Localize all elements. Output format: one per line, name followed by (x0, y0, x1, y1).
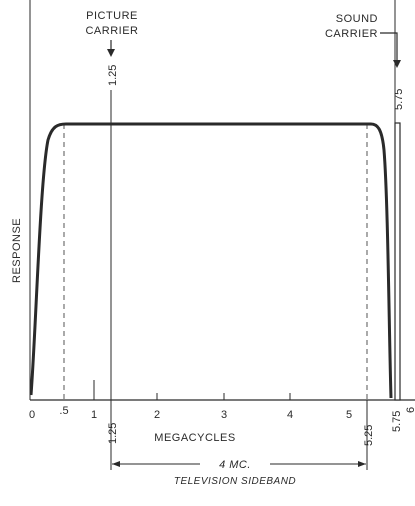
tick-label-half: .5 (59, 405, 68, 417)
sound-marker-bottom: 5.75 (391, 411, 403, 432)
tick-label-3: 3 (221, 409, 227, 421)
sound-carrier-arrow-head (393, 60, 401, 68)
tick-label-4: 4 (287, 409, 293, 421)
megacycles-axis-label: MEGACYCLES (154, 432, 235, 444)
sound-carrier-band (394, 122, 401, 401)
sideband-arrow-left (112, 461, 120, 467)
response-axis-label: RESPONSE (11, 218, 23, 283)
sideband-label: TELEVISION SIDEBAND (174, 476, 296, 487)
tick-label-5: 5 (346, 409, 352, 421)
sound-marker-top: 5.75 (393, 89, 405, 110)
tick-label-1: 1 (91, 409, 97, 421)
sideband-arrow-right (358, 461, 366, 467)
bandwidth-label: 4 MC. (219, 459, 251, 471)
sound-carrier-leader-line (380, 32, 398, 62)
picture-marker-top: 1.25 (107, 65, 119, 86)
edge-marker: 6 (405, 407, 415, 413)
sideband-end-marker: 5.25 (363, 425, 375, 446)
picture-carrier-arrow-head (107, 49, 115, 57)
picture-carrier-label-line2: CARRIER (85, 25, 138, 37)
tick-label-0: 0 (29, 409, 35, 421)
tick-label-2: 2 (154, 409, 160, 421)
picture-carrier-label-line1: PICTURE (86, 10, 138, 22)
sound-carrier-label-line2: CARRIER (325, 28, 378, 40)
sound-carrier-label-line1: SOUND (336, 13, 378, 25)
response-curve (29, 122, 393, 399)
picture-marker-bottom: 1.25 (107, 423, 119, 444)
